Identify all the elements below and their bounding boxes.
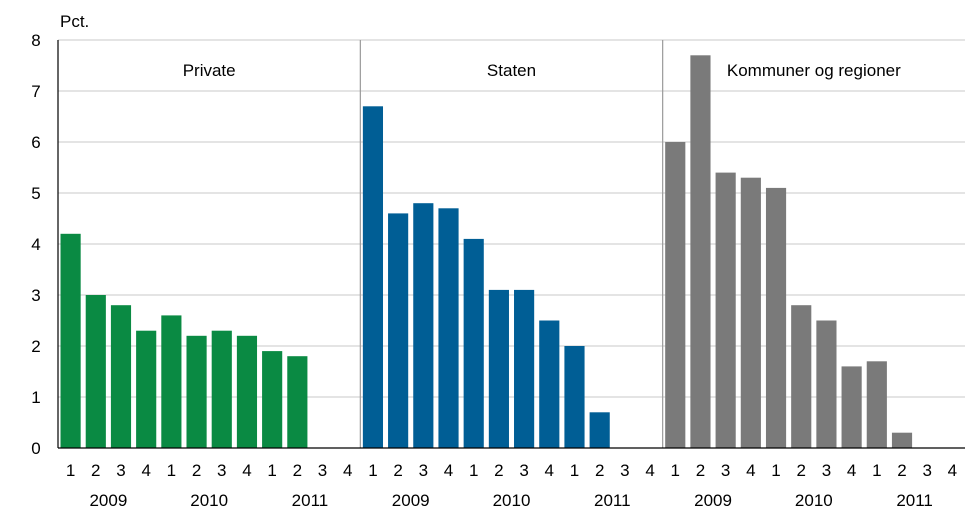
x-year-label: 2009 [89,491,127,510]
bar [715,172,736,448]
panel-title: Private [183,61,236,80]
bar [110,305,132,448]
bar [740,177,761,448]
bar [463,238,484,448]
x-tick-label: 1 [66,461,75,480]
x-tick-label: 3 [116,461,125,480]
bar [362,106,384,449]
bar [665,142,686,448]
bar [791,305,812,448]
x-tick-label: 3 [217,461,226,480]
x-tick-label: 4 [141,461,150,480]
x-tick-label: 2 [393,461,402,480]
x-tick-label: 3 [620,461,629,480]
bar [262,351,283,448]
bar [60,233,81,448]
x-tick-label: 1 [267,461,276,480]
bar [211,330,232,448]
bars [60,55,913,449]
x-tick-label: 4 [242,461,251,480]
panel-title: Staten [487,61,536,80]
x-year-label: 2011 [292,491,329,510]
x-tick-label: 2 [595,461,604,480]
bar [388,213,409,448]
x-tick-label: 1 [469,461,478,480]
x-tick-label: 2 [494,461,503,480]
bar [891,432,913,448]
x-year-label: 2011 [896,491,933,510]
y-tick-label: 3 [31,286,40,305]
x-year-label: 2011 [594,491,631,510]
x-tick-label: 1 [570,461,579,480]
x-tick-label: 1 [167,461,176,480]
bar [287,356,308,448]
y-axis-label: Pct. [60,12,89,31]
panel-frames [57,40,965,449]
x-tick-label: 4 [645,461,654,480]
bar [488,289,509,448]
bar [514,289,535,448]
bar [866,361,887,448]
bar [136,330,157,448]
x-year-label: 2010 [493,491,531,510]
y-tick-label: 4 [31,235,40,254]
y-tick-label: 8 [31,31,40,50]
bar [85,295,106,448]
x-tick-label: 2 [293,461,302,480]
bar [438,208,459,448]
x-tick-label: 4 [444,461,453,480]
bar [816,320,837,448]
y-tick-label: 5 [31,184,40,203]
bar [539,320,560,448]
x-tick-label: 4 [545,461,554,480]
x-tick-label: 2 [91,461,100,480]
x-year-label: 2009 [694,491,732,510]
x-tick-label: 4 [948,461,957,480]
x-tick-label: 3 [721,461,730,480]
gridlines [58,39,965,398]
bar [161,315,182,448]
bar [236,335,258,448]
x-year-label: 2010 [190,491,228,510]
bar [841,366,862,448]
x-year-label: 2010 [795,491,833,510]
x-tick-label: 3 [519,461,528,480]
bar [186,335,207,448]
y-tick-label: 6 [31,133,40,152]
bar [413,203,434,448]
x-tick-label: 2 [897,461,906,480]
x-tick-label: 3 [822,461,831,480]
x-tick-label: 1 [368,461,377,480]
y-tick-label: 0 [31,439,40,458]
x-tick-label: 4 [343,461,352,480]
y-tick-label: 7 [31,82,40,101]
x-tick-label: 2 [696,461,705,480]
bar [765,187,787,448]
y-tick-label: 1 [31,388,40,407]
x-tick-label: 4 [847,461,856,480]
x-tick-label: 3 [922,461,931,480]
x-tick-label: 1 [671,461,680,480]
bar [690,55,711,449]
x-year-label: 2009 [392,491,430,510]
x-tick-label: 3 [419,461,428,480]
y-tick-label: 2 [31,337,40,356]
x-tick-label: 3 [318,461,327,480]
panel-title: Kommuner og regioner [727,61,901,80]
x-tick-label: 1 [771,461,780,480]
x-tick-label: 2 [797,461,806,480]
bar [589,412,610,448]
x-tick-label: 2 [192,461,201,480]
x-tick-label: 1 [872,461,881,480]
x-tick-label: 4 [746,461,755,480]
bar [564,346,585,448]
